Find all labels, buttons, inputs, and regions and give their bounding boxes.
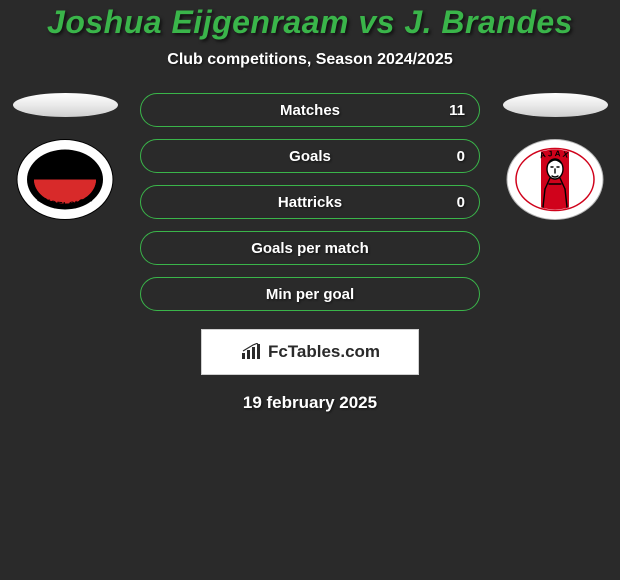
- left-club-column: S.B.V. S.B.V. EXCELSIOR: [10, 93, 120, 222]
- left-club-logo: S.B.V. S.B.V. EXCELSIOR: [15, 137, 115, 222]
- chart-icon: [240, 343, 262, 361]
- stat-label: Hattricks: [278, 194, 342, 211]
- right-club-column: AJAX: [500, 93, 610, 222]
- stat-label: Matches: [280, 102, 340, 119]
- stat-label: Goals: [289, 148, 331, 165]
- stat-row-hattricks: Hattricks 0: [140, 185, 480, 219]
- right-player-plate: [503, 93, 608, 117]
- ajax-logo-icon: AJAX: [505, 137, 605, 222]
- excelsior-logo-icon: S.B.V. S.B.V. EXCELSIOR: [15, 137, 115, 222]
- page-subtitle: Club competitions, Season 2024/2025: [167, 51, 452, 69]
- stat-value-right: 0: [457, 148, 465, 165]
- right-club-logo: AJAX: [505, 137, 605, 222]
- stat-row-goals-per-match: Goals per match: [140, 231, 480, 265]
- brand-text: FcTables.com: [268, 342, 380, 362]
- comparison-card: Joshua Eijgenraam vs J. Brandes Club com…: [0, 0, 620, 580]
- page-title: Joshua Eijgenraam vs J. Brandes: [47, 4, 573, 41]
- stats-column: Matches 11 Goals 0 Hattricks 0 Goals per…: [140, 93, 480, 311]
- stat-label: Goals per match: [251, 240, 369, 257]
- brand-box[interactable]: FcTables.com: [201, 329, 419, 375]
- date-text: 19 february 2025: [243, 393, 377, 413]
- stat-value-right: 11: [449, 102, 465, 119]
- stat-row-min-per-goal: Min per goal: [140, 277, 480, 311]
- stat-row-matches: Matches 11: [140, 93, 480, 127]
- left-player-plate: [13, 93, 118, 117]
- stat-row-goals: Goals 0: [140, 139, 480, 173]
- stat-value-right: 0: [457, 194, 465, 211]
- stat-label: Min per goal: [266, 286, 354, 303]
- main-row: S.B.V. S.B.V. EXCELSIOR Matches 11: [0, 93, 620, 311]
